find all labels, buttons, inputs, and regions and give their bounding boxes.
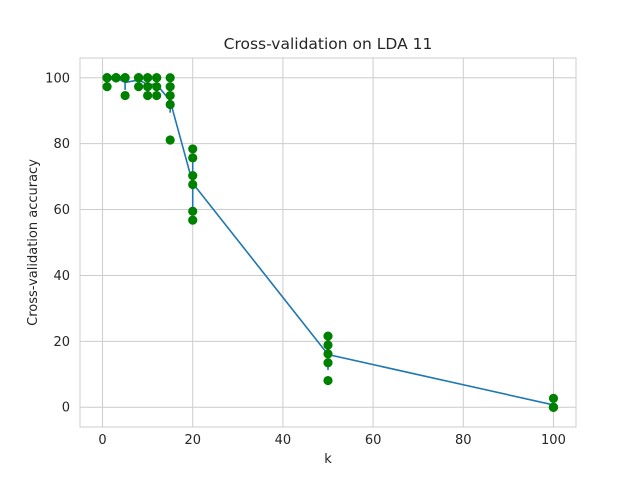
- x-tick-label: 40: [275, 433, 292, 448]
- data-point: [188, 206, 198, 216]
- tick-labels: 0 20 40 60 80 100 0 20 40 60 80 100: [45, 71, 566, 448]
- x-axis-label: k: [324, 452, 332, 467]
- y-tick-label: 60: [53, 203, 70, 218]
- y-tick-label: 0: [62, 401, 70, 416]
- data-point: [152, 90, 162, 101]
- data-point: [323, 331, 333, 341]
- data-point: [188, 153, 198, 163]
- data-point: [323, 349, 333, 359]
- data-point: [188, 215, 198, 225]
- data-point: [548, 402, 559, 412]
- y-tick-label: 20: [53, 335, 70, 350]
- data-point: [165, 82, 175, 92]
- axes-frame: [79, 57, 577, 428]
- x-tick-label: 80: [455, 433, 472, 448]
- x-tick-label: 100: [541, 433, 566, 448]
- data-point: [165, 73, 175, 83]
- points-layer: [102, 73, 559, 412]
- data-point: [323, 375, 333, 386]
- chart-title: Cross-validation on LDA 11: [224, 35, 433, 53]
- data-point: [143, 73, 153, 83]
- data-point: [323, 340, 333, 350]
- data-point: [102, 82, 112, 92]
- y-tick-label: 40: [53, 269, 70, 284]
- data-point: [165, 135, 175, 145]
- x-tick-label: 60: [365, 433, 382, 448]
- data-point: [120, 73, 130, 83]
- grid: [80, 58, 576, 427]
- data-point: [134, 82, 144, 92]
- data-point: [102, 73, 112, 83]
- data-point: [143, 90, 153, 101]
- data-point: [323, 358, 333, 368]
- data-point: [165, 90, 175, 101]
- data-point: [134, 73, 144, 83]
- data-point: [120, 90, 130, 101]
- data-point: [152, 82, 162, 92]
- data-point: [188, 171, 198, 181]
- data-point: [143, 82, 153, 92]
- data-point: [188, 179, 198, 190]
- data-point: [165, 99, 175, 110]
- y-tick-label: 100: [45, 71, 70, 86]
- y-tick-label: 80: [53, 137, 70, 152]
- x-tick-label: 20: [184, 433, 201, 448]
- data-point: [548, 393, 559, 403]
- y-axis-label: Cross-validation accuracy: [26, 159, 41, 326]
- data-point: [152, 73, 162, 83]
- data-point: [111, 73, 121, 83]
- mean-accuracy-line: [106, 76, 554, 406]
- x-tick-label: 0: [98, 433, 106, 448]
- data-point: [188, 144, 198, 154]
